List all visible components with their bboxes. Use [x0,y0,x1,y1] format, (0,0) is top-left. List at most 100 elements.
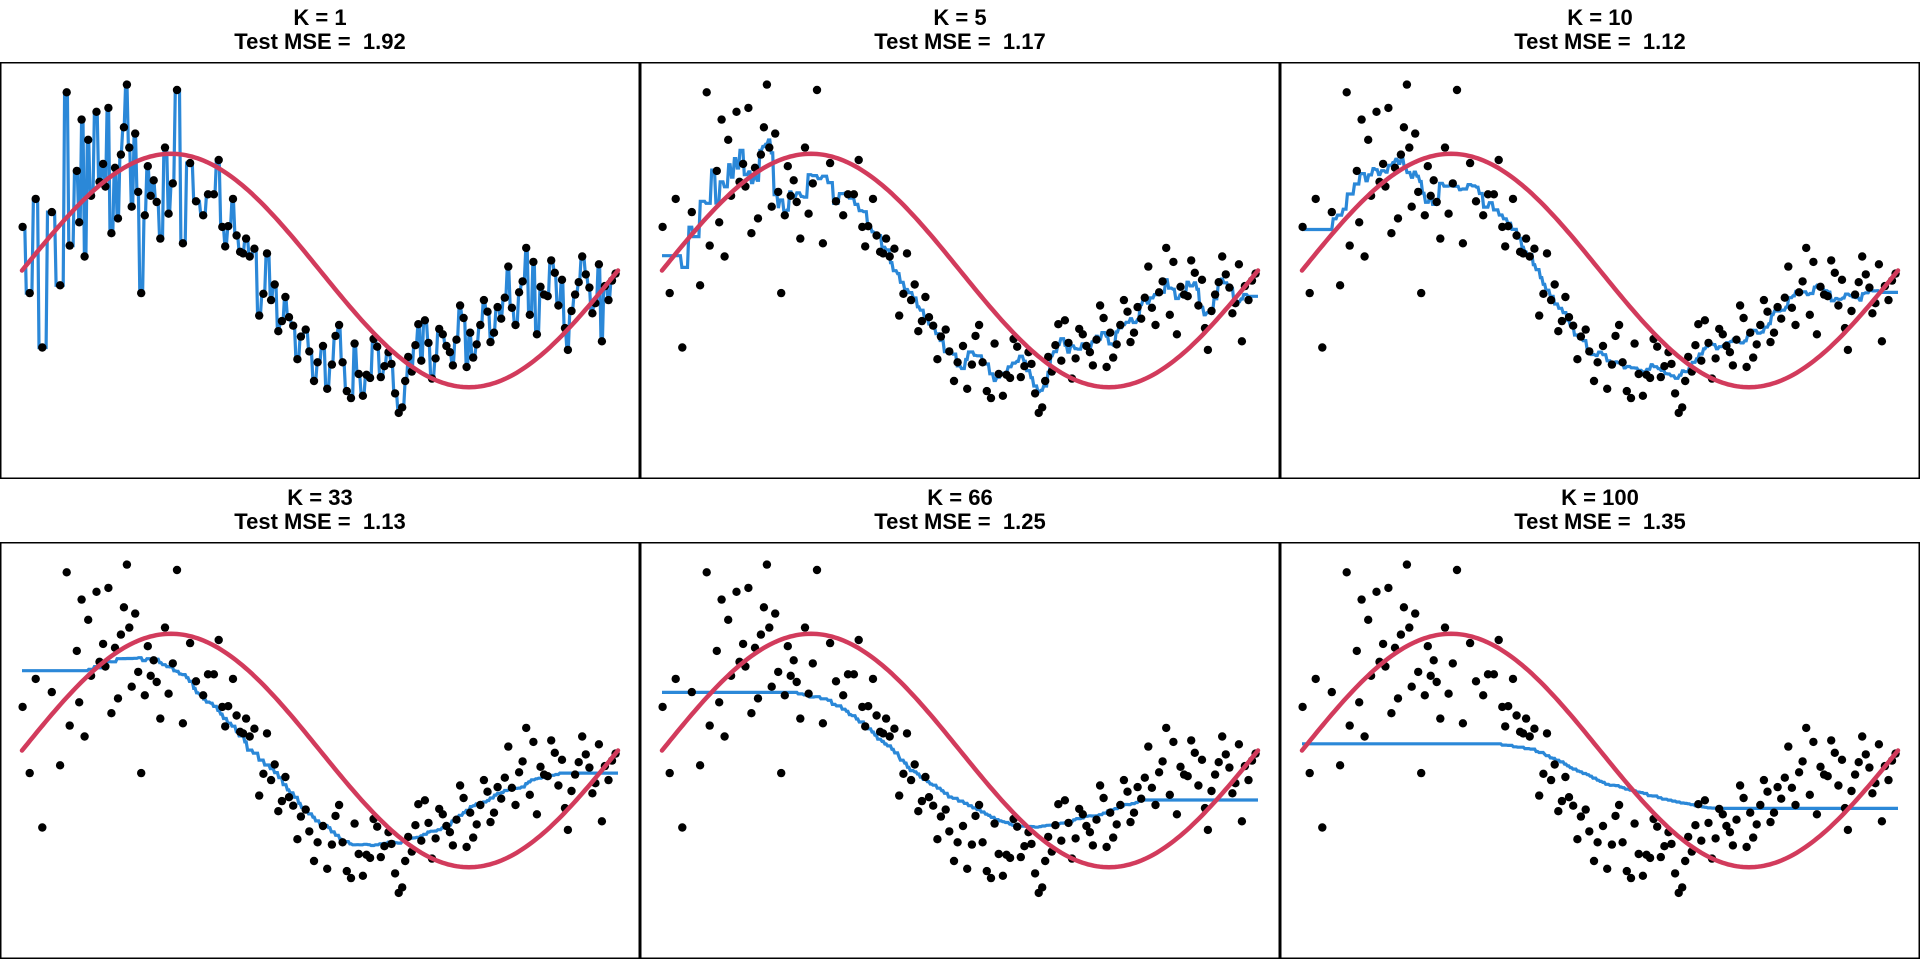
data-point [1144,742,1153,751]
data-point [1417,768,1426,778]
data-point [1798,277,1807,286]
data-point [472,340,481,349]
data-point [765,143,774,152]
data-point [1564,793,1574,802]
data-point [1759,775,1769,785]
data-point [1210,770,1220,779]
data-point [525,310,534,319]
data-point [55,281,65,290]
data-point [1773,782,1782,792]
data-point [1512,711,1521,720]
data-point [245,252,254,261]
data-point [1809,257,1818,267]
data-point [1479,211,1488,220]
data-point [1429,656,1438,665]
data-point [1137,794,1146,803]
data-point [483,307,492,316]
data-point [127,202,136,211]
data-point [525,790,534,799]
data-point [1809,737,1818,747]
data-point [1557,796,1567,806]
data-point [296,332,306,341]
data-point [1681,376,1690,386]
data-point [1147,783,1157,792]
data-point [890,724,899,733]
data-point [543,292,552,301]
data-point [1684,352,1693,362]
data-point [358,391,368,400]
data-point [1865,283,1874,292]
data-point [800,143,810,152]
data-point [994,849,1003,859]
data-point [1830,748,1840,757]
data-point [1005,373,1015,383]
data-point [373,342,382,351]
data-point [238,729,248,738]
data-point [557,275,567,284]
data-point [1417,288,1426,298]
data-point [1489,190,1499,199]
data-point [1780,773,1790,782]
data-point [717,115,726,124]
data-point [47,687,56,697]
data-point [493,302,502,312]
panel-k66 [640,542,1280,959]
data-point [665,288,674,298]
data-point [547,736,556,745]
data-point [1711,354,1720,363]
data-point [1183,292,1192,301]
data-point [1405,623,1414,632]
data-point [687,207,696,217]
data-point [1656,372,1666,382]
data-point [1172,330,1182,339]
data-point [270,280,279,289]
data-point [472,820,481,829]
data-point [346,873,356,883]
data-point [1051,821,1060,830]
data-point [1691,821,1700,830]
data-point [1054,800,1063,809]
data-point [146,191,155,200]
panel-k-label: K = 5 [933,5,987,30]
data-point [1521,714,1531,723]
data-point [1752,340,1761,349]
data-point [507,783,517,792]
data-point [1411,129,1420,138]
panel-mse-label: Test MSE = 1.17 [874,29,1046,54]
data-point [511,320,520,330]
data-point [47,207,56,217]
data-point [1218,252,1227,261]
data-point [62,568,71,577]
data-point [185,158,195,168]
data-point [786,671,795,680]
data-point [1071,834,1080,843]
data-point [1109,833,1118,842]
panel-title-k1: K = 1 Test MSE = 1.92 [0,6,640,54]
data-point [720,252,729,261]
data-point [228,674,238,684]
data-point [756,150,766,159]
data-point [1589,856,1599,866]
data-point [131,609,140,618]
data-point [1147,303,1157,312]
data-point [1112,820,1121,829]
data-point [1176,762,1185,771]
data-point [1585,347,1594,356]
true-function-line [659,151,1261,390]
data-point [554,781,563,790]
data-point [313,838,322,847]
data-point [1494,155,1503,165]
data-point [1355,698,1364,707]
data-point [1763,787,1772,796]
data-point [331,811,340,821]
panel-title-k10: K = 10 Test MSE = 1.12 [1280,6,1920,54]
data-point [116,150,126,159]
data-point [493,782,502,792]
data-point [1607,840,1617,849]
data-point [861,722,870,731]
data-point [62,88,71,97]
data-point [597,817,607,826]
data-point [131,129,140,138]
data-point [1589,376,1599,386]
data-point [270,760,279,769]
